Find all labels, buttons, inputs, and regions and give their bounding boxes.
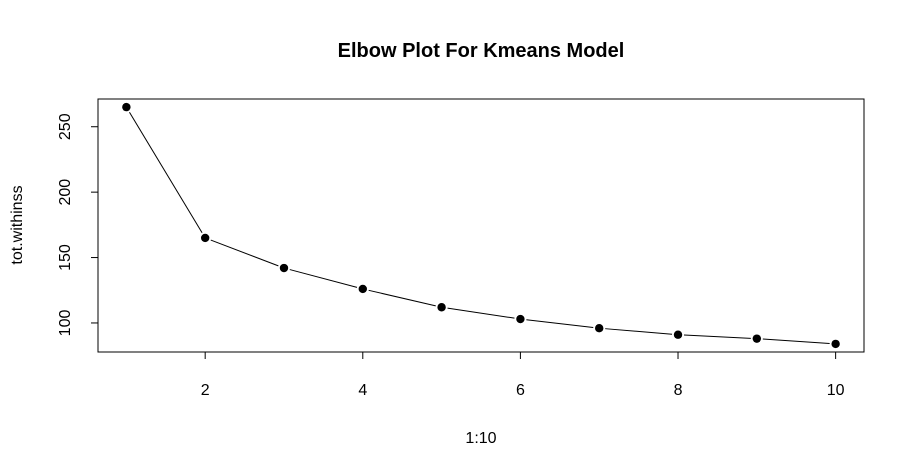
- x-tick-label: 4: [358, 382, 367, 399]
- data-point: [752, 334, 762, 343]
- y-tick-label: 150: [57, 244, 74, 271]
- data-point: [358, 284, 367, 294]
- x-tick-label: 6: [516, 382, 525, 399]
- series-points: [122, 102, 840, 349]
- x-axis: 2 4 6 8 10: [201, 351, 845, 399]
- series-segment: [762, 338, 830, 344]
- y-tick-label: 100: [57, 310, 74, 337]
- x-axis-label: 1:10: [465, 430, 496, 447]
- series-segment: [683, 334, 751, 339]
- series-segment: [210, 239, 279, 267]
- data-point: [122, 102, 131, 112]
- data-point: [200, 233, 210, 243]
- series-segment: [129, 111, 203, 234]
- data-point: [516, 314, 525, 324]
- data-point: [595, 323, 604, 333]
- plot-frame: [97, 98, 865, 353]
- series-segment: [526, 319, 594, 328]
- data-point: [673, 330, 683, 339]
- data-point: [831, 339, 840, 349]
- y-axis-label: tot.withinss: [9, 185, 26, 264]
- x-tick-label: 8: [674, 382, 683, 399]
- chart-title: Elbow Plot For Kmeans Model: [338, 40, 625, 62]
- x-tick-label: 2: [201, 382, 210, 399]
- y-tick-label: 250: [57, 113, 74, 140]
- data-point: [279, 263, 289, 273]
- series-segment: [368, 289, 436, 307]
- series-segment: [289, 269, 358, 288]
- data-point: [437, 303, 446, 312]
- y-axis: 100 150 200 250: [57, 113, 99, 337]
- series-segment: [605, 328, 673, 335]
- y-tick-label: 200: [57, 179, 74, 206]
- series-line: [129, 111, 830, 344]
- x-tick-label: 10: [827, 382, 845, 399]
- series-segment: [447, 307, 515, 319]
